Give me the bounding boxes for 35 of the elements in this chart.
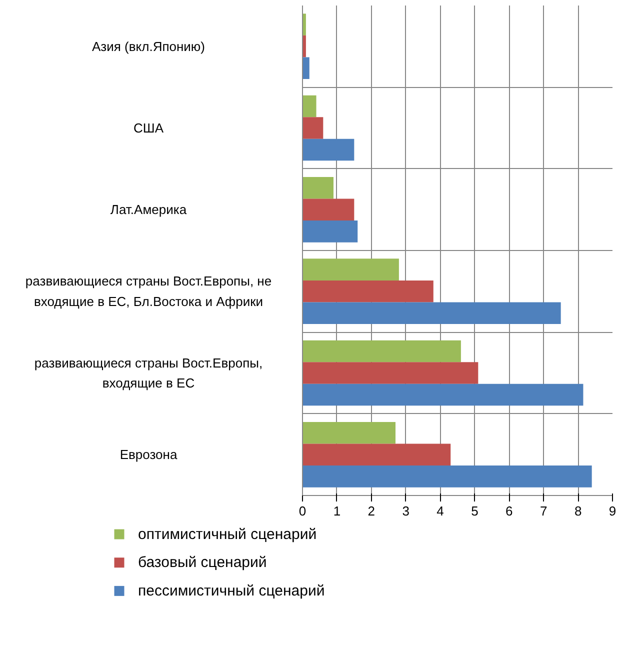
- bar: [302, 302, 561, 324]
- bar: [302, 117, 324, 139]
- y-tick-label: Лат.Америка: [110, 202, 188, 218]
- bar: [302, 444, 451, 466]
- legend-label: оптимистичный сценарий: [138, 526, 317, 543]
- y-tick-label: Азия (вкл.Японию): [92, 38, 206, 54]
- x-tick-label: 3: [402, 504, 410, 518]
- x-tick-label: 1: [333, 504, 341, 518]
- x-tick-label: 0: [298, 504, 306, 518]
- bar: [302, 384, 584, 406]
- bar: [302, 362, 478, 384]
- x-tick-label: 7: [540, 504, 548, 518]
- y-tick-label: Еврозона: [120, 447, 178, 462]
- y-tick-label: развивающиеся страны Вост.Европы, не входящие в ЕС, Бл.Востока и Африки: [25, 274, 272, 309]
- x-tick-label: 5: [471, 504, 478, 518]
- bar: [302, 340, 461, 362]
- x-tick-label: 6: [506, 504, 513, 518]
- bar: [302, 138, 354, 161]
- bar: [302, 177, 334, 199]
- legend-label: базовый сценарий: [138, 554, 267, 572]
- bar: [302, 466, 592, 488]
- bar: [302, 95, 316, 118]
- y-tick-label: развивающиеся страны Вост.Европы, входящие в ЕС: [34, 355, 263, 391]
- x-tick-label: 2: [368, 504, 376, 518]
- y-tick-label: США: [134, 120, 164, 136]
- bar: [302, 57, 310, 79]
- bar: [302, 258, 399, 280]
- bar: [302, 422, 396, 444]
- bar: [302, 280, 434, 302]
- bar: [302, 198, 354, 221]
- x-tick-label: 4: [436, 504, 444, 518]
- x-tick-label: 9: [608, 504, 616, 518]
- x-tick-label: 8: [574, 504, 582, 518]
- bar: [302, 220, 358, 242]
- legend-label: пессимистичный сценарий: [138, 582, 325, 600]
